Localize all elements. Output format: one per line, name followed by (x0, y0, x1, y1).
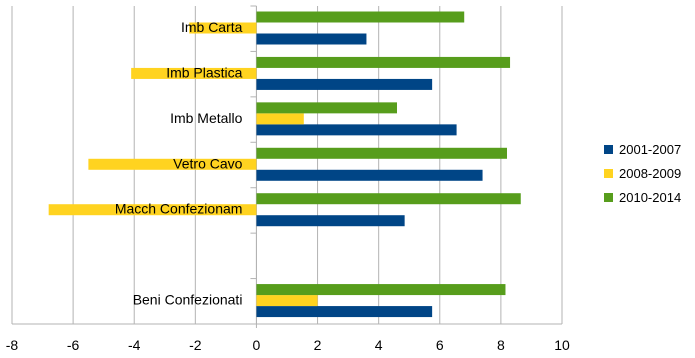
x-axis-ticks: -8 -6 -4 -2 0 2 4 6 8 10 (6, 337, 570, 353)
bar-2010-2014 (256, 193, 521, 205)
category-label: Imb Plastica (166, 64, 242, 80)
x-tick-label: 0 (253, 337, 261, 353)
legend-swatch (604, 193, 613, 202)
x-tick-label: 4 (375, 337, 383, 353)
legend: 2001-2007 2008-2009 2010-2014 (604, 142, 681, 205)
x-tick-label: 8 (497, 337, 505, 353)
legend-label: 2010-2014 (619, 190, 681, 205)
category-label: Imb Metallo (170, 110, 243, 126)
legend-swatch (604, 169, 613, 178)
x-tick-label: 2 (314, 337, 322, 353)
bar-2001-2007 (256, 215, 405, 227)
bar-2001-2007 (256, 124, 457, 136)
legend-swatch (604, 145, 613, 154)
x-tick-label: -6 (67, 337, 80, 353)
x-tick-label: 6 (436, 337, 444, 353)
x-tick-label: 10 (554, 337, 570, 353)
bar-2008-2009 (48, 204, 257, 216)
legend-label: 2008-2009 (619, 166, 681, 181)
bar-2008-2009 (131, 67, 257, 79)
bar-2010-2014 (256, 11, 465, 23)
bar-2010-2014 (256, 102, 397, 114)
category-labels: Imb Carta Imb Plastica Imb Metallo Vetro Ca… (115, 19, 243, 308)
x-tick-label: -4 (128, 337, 141, 353)
bars (48, 11, 521, 318)
x-tick-label: -8 (6, 337, 19, 353)
category-label: Beni Confezionati (133, 292, 243, 308)
category-label: Macch Confezionam (115, 201, 243, 217)
bar-2008-2009 (256, 295, 318, 307)
bar-2010-2014 (256, 56, 511, 68)
bar-2010-2014 (256, 284, 506, 296)
bar-2008-2009 (88, 158, 257, 170)
bar-2008-2009 (256, 113, 304, 125)
x-tick-label: -2 (189, 337, 202, 353)
bar-2008-2009 (189, 22, 257, 34)
category-label: Imb Carta (181, 19, 243, 35)
bar-2001-2007 (256, 33, 367, 45)
bar-2001-2007 (256, 78, 433, 90)
legend-label: 2001-2007 (619, 142, 681, 157)
bar-2010-2014 (256, 147, 507, 159)
category-label: Vetro Cavo (173, 155, 242, 171)
bar-2001-2007 (256, 306, 433, 318)
bar-2001-2007 (256, 169, 483, 181)
